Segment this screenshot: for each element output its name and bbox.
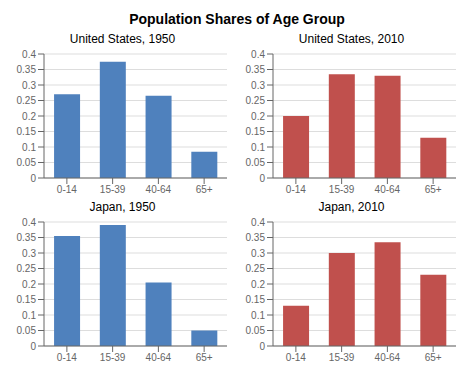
svg-text:40-64: 40-64 [375, 352, 401, 363]
svg-text:0.4: 0.4 [22, 49, 36, 60]
svg-text:0.2: 0.2 [251, 111, 265, 122]
svg-text:0.15: 0.15 [17, 126, 37, 137]
svg-text:0.05: 0.05 [246, 325, 266, 336]
svg-text:0.4: 0.4 [251, 217, 265, 228]
svg-text:0.35: 0.35 [246, 232, 266, 243]
html-text:Japan, 2010: Japan, 2010 [318, 200, 385, 214]
svg-text:0.25: 0.25 [17, 95, 37, 106]
svg-text:0.15: 0.15 [246, 294, 266, 305]
svg-text:0.35: 0.35 [17, 64, 37, 75]
svg-text:0.2: 0.2 [251, 279, 265, 290]
svg-text:15-39: 15-39 [100, 352, 126, 363]
svg-text:40-64: 40-64 [375, 184, 401, 195]
svg-text:0.1: 0.1 [22, 310, 36, 321]
svg-text:0.1: 0.1 [251, 142, 265, 153]
svg-text:0.1: 0.1 [22, 142, 36, 153]
svg-text:0: 0 [259, 341, 265, 352]
svg-text:0-14: 0-14 [286, 184, 306, 195]
svg-text:0.25: 0.25 [17, 263, 37, 274]
html-text:Population Shares of Age Group: Population Shares of Age Group [129, 11, 345, 27]
svg-text:65+: 65+ [425, 352, 442, 363]
svg-text:15-39: 15-39 [100, 184, 126, 195]
svg-text:0-14: 0-14 [286, 352, 306, 363]
svg-text:0.3: 0.3 [22, 248, 36, 259]
svg-text:0: 0 [259, 173, 265, 184]
svg-text:15-39: 15-39 [329, 352, 355, 363]
svg-text:0.3: 0.3 [22, 80, 36, 91]
svg-text:40-64: 40-64 [146, 184, 172, 195]
svg-text:0-14: 0-14 [57, 352, 77, 363]
svg-text:0.05: 0.05 [246, 157, 266, 168]
svg-text:0.1: 0.1 [251, 310, 265, 321]
svg-text:0.35: 0.35 [17, 232, 37, 243]
svg-text:0.4: 0.4 [251, 49, 265, 60]
svg-text:0.4: 0.4 [22, 217, 36, 228]
svg-text:0.15: 0.15 [17, 294, 37, 305]
svg-text:0.05: 0.05 [17, 325, 37, 336]
html-text:Japan, 1950: Japan, 1950 [89, 200, 156, 214]
svg-text:15-39: 15-39 [329, 184, 355, 195]
html-text:United States, 1950: United States, 1950 [69, 32, 176, 46]
html-text:United States, 2010: United States, 2010 [298, 32, 405, 46]
svg-text:0.25: 0.25 [246, 263, 266, 274]
svg-text:0.15: 0.15 [246, 126, 266, 137]
svg-text:65+: 65+ [425, 184, 442, 195]
svg-text:0.2: 0.2 [22, 279, 36, 290]
svg-text:0.25: 0.25 [246, 95, 266, 106]
svg-text:40-64: 40-64 [146, 352, 172, 363]
svg-text:0-14: 0-14 [57, 184, 77, 195]
svg-text:65+: 65+ [196, 184, 213, 195]
svg-text:0.2: 0.2 [22, 111, 36, 122]
svg-text:65+: 65+ [196, 352, 213, 363]
svg-text:0.3: 0.3 [251, 80, 265, 91]
svg-text:0.3: 0.3 [251, 248, 265, 259]
svg-text:0.35: 0.35 [246, 64, 266, 75]
svg-text:0.05: 0.05 [17, 157, 37, 168]
svg-text:0: 0 [30, 341, 36, 352]
svg-text:0: 0 [30, 173, 36, 184]
